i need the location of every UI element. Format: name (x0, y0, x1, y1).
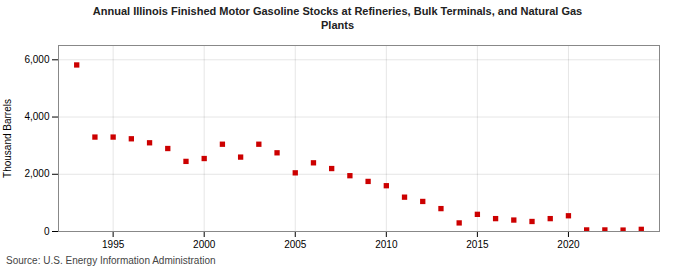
svg-text:6,000: 6,000 (24, 54, 49, 65)
svg-text:2010: 2010 (375, 238, 398, 249)
svg-text:2005: 2005 (284, 238, 307, 249)
svg-text:0: 0 (44, 225, 50, 236)
svg-text:1995: 1995 (102, 238, 125, 249)
svg-text:2,000: 2,000 (24, 168, 49, 179)
svg-text:2020: 2020 (557, 238, 580, 249)
svg-text:4,000: 4,000 (24, 111, 49, 122)
html-text:Source: U.S. Energy Informatio: Source: U.S. Energy Information Administ… (6, 254, 216, 266)
svg-text:2000: 2000 (193, 238, 216, 249)
svg-text:Thousand Barrels: Thousand Barrels (2, 99, 13, 178)
svg-text:2015: 2015 (466, 238, 489, 249)
html-text:Annual Illinois Finished Motor: Annual Illinois Finished Motor Gasoline … (92, 5, 583, 32)
